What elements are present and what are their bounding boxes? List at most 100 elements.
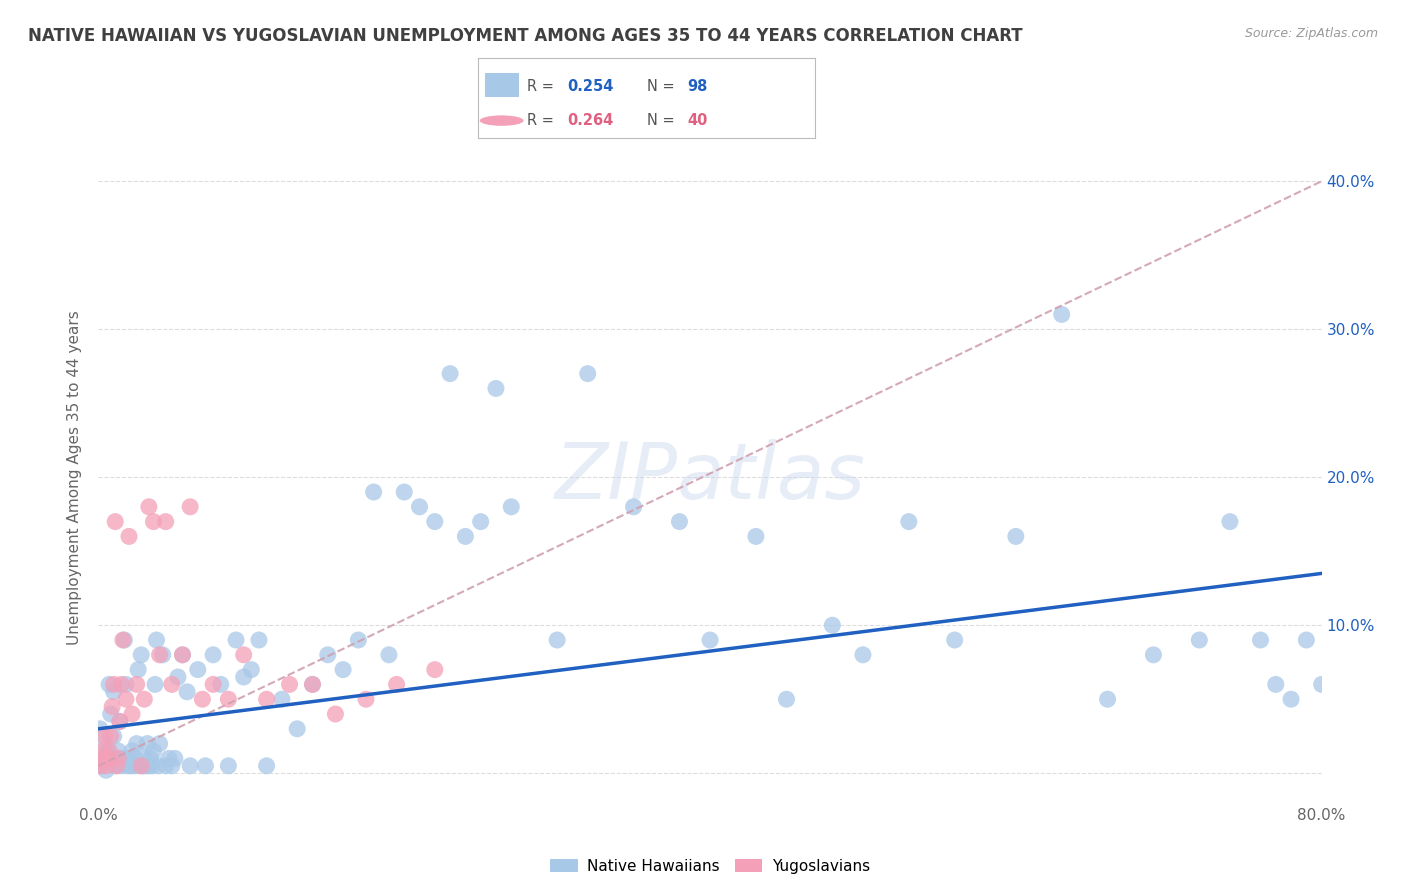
Point: [115, 677, 138, 691]
Point: [202, 648, 225, 662]
Point: [385, 677, 408, 691]
Point: [122, 759, 145, 773]
Point: [135, 759, 157, 773]
Point: [134, 751, 156, 765]
Point: [100, 706, 122, 721]
Point: [1249, 633, 1271, 648]
Point: [699, 633, 721, 648]
Point: [943, 633, 966, 648]
Legend: Native Hawaiians, Yugoslavians: Native Hawaiians, Yugoslavians: [544, 853, 876, 880]
Point: [1097, 692, 1119, 706]
Point: [157, 751, 180, 765]
Point: [1264, 677, 1286, 691]
Bar: [485, 73, 519, 97]
Point: [108, 714, 131, 729]
Point: [225, 633, 247, 648]
Point: [118, 529, 141, 543]
Point: [103, 685, 125, 699]
Point: [202, 677, 225, 691]
Point: [232, 648, 254, 662]
Point: [270, 692, 292, 706]
Point: [1310, 677, 1333, 691]
Point: [105, 751, 128, 765]
Point: [118, 751, 141, 765]
Point: [120, 759, 142, 773]
Point: [104, 515, 127, 529]
Point: [576, 367, 599, 381]
Point: [117, 759, 139, 773]
Text: 98: 98: [688, 78, 707, 94]
Point: [1004, 529, 1026, 543]
Point: [128, 759, 150, 773]
Point: [454, 529, 477, 543]
Point: [172, 648, 194, 662]
Point: [142, 515, 165, 529]
Point: [187, 663, 209, 677]
Text: 0.254: 0.254: [568, 78, 614, 94]
Point: [217, 692, 239, 706]
Point: [423, 515, 446, 529]
Point: [485, 381, 508, 395]
Point: [546, 633, 568, 648]
Point: [91, 755, 114, 769]
Point: [278, 677, 301, 691]
Point: [103, 677, 125, 691]
Point: [149, 648, 172, 662]
Point: [155, 759, 177, 773]
Point: [124, 751, 146, 765]
Point: [127, 663, 149, 677]
Point: [1295, 633, 1317, 648]
Point: [152, 648, 174, 662]
Point: [121, 706, 143, 721]
Point: [256, 759, 278, 773]
Point: [240, 663, 263, 677]
Point: [111, 633, 134, 648]
Point: [145, 633, 167, 648]
Point: [501, 500, 523, 514]
Point: [775, 692, 797, 706]
Point: [160, 759, 183, 773]
Point: [134, 692, 156, 706]
Text: Source: ZipAtlas.com: Source: ZipAtlas.com: [1244, 27, 1378, 40]
Circle shape: [479, 115, 523, 126]
Point: [98, 677, 121, 691]
Point: [392, 485, 416, 500]
Point: [217, 759, 239, 773]
Point: [101, 699, 124, 714]
Point: [623, 500, 645, 514]
Point: [423, 663, 446, 677]
Point: [89, 759, 111, 773]
Point: [378, 648, 401, 662]
Point: [160, 677, 183, 691]
Point: [301, 677, 323, 691]
Point: [125, 737, 148, 751]
Point: [172, 648, 194, 662]
Point: [1050, 307, 1073, 321]
Point: [94, 759, 117, 773]
Point: [91, 744, 114, 758]
Point: [125, 677, 148, 691]
Point: [316, 648, 339, 662]
Point: [129, 648, 152, 662]
Point: [209, 677, 232, 691]
Point: [97, 751, 120, 765]
Point: [90, 759, 112, 773]
Text: N =: N =: [647, 78, 679, 94]
Point: [194, 759, 217, 773]
Text: 0.264: 0.264: [568, 113, 613, 128]
Point: [1219, 515, 1241, 529]
Text: 40: 40: [688, 113, 707, 128]
Point: [821, 618, 844, 632]
Text: R =: R =: [527, 78, 558, 94]
Point: [668, 515, 690, 529]
Point: [104, 759, 127, 773]
Point: [142, 744, 165, 758]
Point: [108, 714, 131, 729]
Point: [256, 692, 278, 706]
Point: [138, 759, 160, 773]
Point: [179, 500, 201, 514]
Point: [191, 692, 214, 706]
Point: [141, 759, 163, 773]
Text: R =: R =: [527, 113, 558, 128]
Point: [94, 763, 117, 777]
